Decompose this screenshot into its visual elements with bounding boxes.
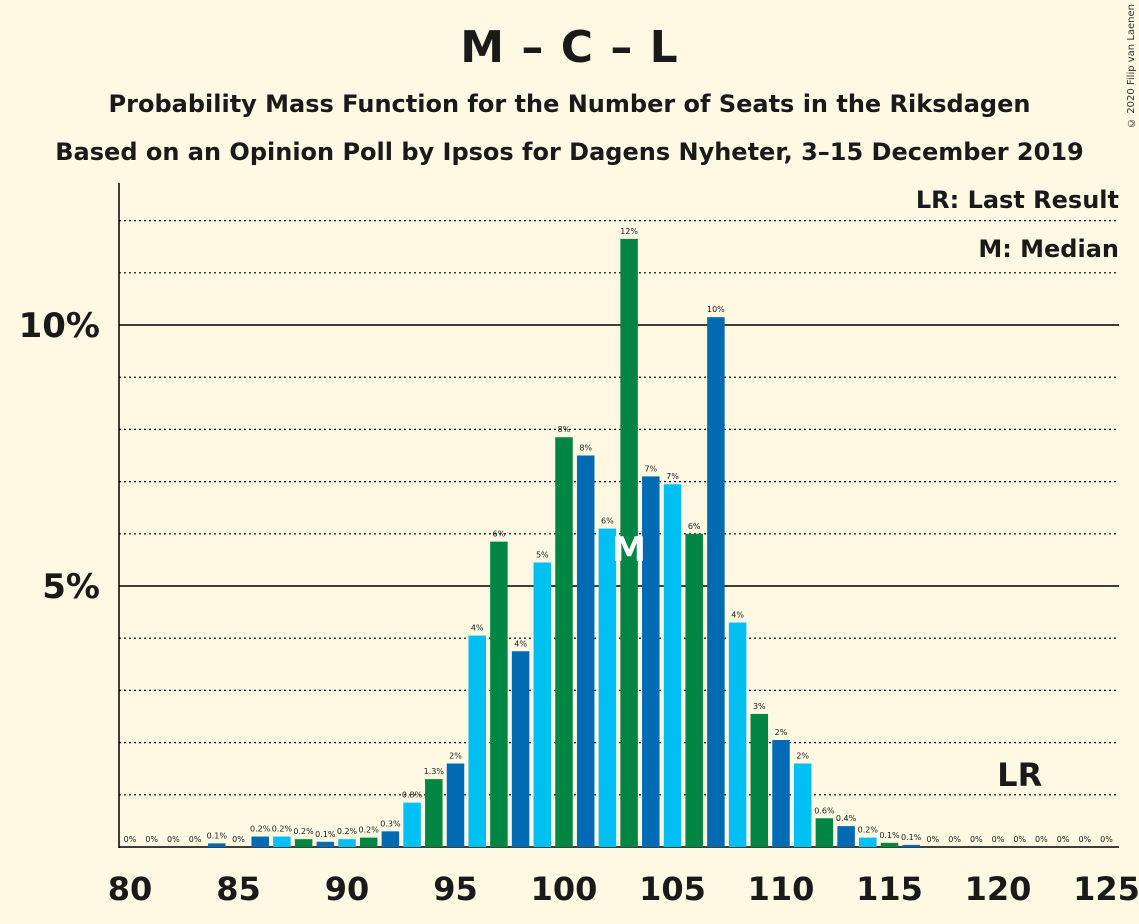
bar	[294, 839, 313, 847]
bar-value-label: 0%	[970, 835, 983, 844]
bar-value-label: 12%	[620, 227, 638, 236]
bar-value-label: 0.2%	[293, 827, 314, 836]
bar-value-label: 2%	[775, 728, 788, 737]
bar-value-label: 6%	[601, 517, 614, 526]
x-tick-label: 120	[965, 870, 1032, 908]
bar	[772, 739, 790, 847]
bar	[208, 843, 226, 847]
bar	[750, 713, 769, 847]
bar-value-label: 0.3%	[380, 819, 401, 828]
bar-value-label: 3%	[753, 702, 766, 711]
bar-value-label: 0%	[189, 835, 202, 844]
median-marker: M	[612, 530, 646, 570]
bar	[468, 635, 486, 847]
bar	[793, 763, 812, 847]
bar	[359, 837, 378, 847]
bar-value-label: 0%	[1013, 835, 1026, 844]
x-tick-label: 85	[216, 870, 261, 908]
bar-value-label: 4%	[514, 639, 527, 648]
bar	[555, 437, 573, 847]
bar	[425, 779, 443, 847]
bar-value-label: 0.2%	[858, 826, 879, 835]
bar	[859, 837, 877, 847]
bar-value-label: 6%	[688, 522, 701, 531]
bar	[511, 651, 530, 847]
x-tick-label: 100	[531, 870, 598, 908]
x-tick-label: 125	[1073, 870, 1139, 908]
bar-value-label: 0%	[992, 835, 1005, 844]
bar-value-label: 10%	[707, 305, 725, 314]
x-tick-label: 110	[748, 870, 815, 908]
bar	[902, 844, 920, 847]
bar-value-label: 0.6%	[814, 806, 835, 815]
bar	[685, 533, 703, 847]
y-tick-label: 5%	[42, 567, 100, 607]
chart-subtitle-source: Based on an Opinion Poll by Ipsos for Da…	[55, 138, 1084, 166]
bar	[880, 842, 899, 847]
bar-value-label: 0.2%	[250, 825, 271, 834]
bar	[403, 802, 421, 847]
bar	[642, 476, 660, 847]
bar	[728, 622, 747, 847]
bar-value-label: 0%	[1057, 835, 1070, 844]
bar-value-label: 1.3%	[424, 767, 445, 776]
x-tick-label: 115	[856, 870, 923, 908]
bar	[707, 317, 725, 847]
bar-value-label: 8%	[558, 425, 571, 434]
bar-value-label: 0.1%	[207, 831, 228, 840]
bar	[381, 831, 400, 847]
x-tick-label: 90	[325, 870, 370, 908]
last-result-marker: LR	[997, 756, 1042, 794]
bar-value-label: 0.1%	[901, 833, 922, 842]
x-tick-label: 95	[433, 870, 478, 908]
bar-value-label: 0.8%	[402, 791, 423, 800]
bar-value-label: 8%	[579, 444, 592, 453]
bar-value-label: 0.2%	[337, 827, 358, 836]
bar-value-label: 0.1%	[879, 831, 900, 840]
bar-value-label: 0%	[1078, 835, 1091, 844]
bar-value-label: 4%	[731, 611, 744, 620]
y-tick-label: 10%	[19, 306, 100, 346]
bar	[316, 841, 335, 847]
bar	[490, 541, 508, 847]
legend-last-result: LR: Last Result	[915, 186, 1119, 214]
bar-value-label: 0.2%	[359, 826, 380, 835]
legend-median: M: Median	[978, 235, 1119, 263]
x-tick-label: 80	[108, 870, 153, 908]
bar-value-label: 0%	[167, 835, 180, 844]
bar-value-label: 6%	[493, 530, 506, 539]
bar	[338, 839, 356, 847]
bar-value-label: 7%	[644, 464, 657, 473]
bar-value-label: 7%	[666, 472, 679, 481]
bar	[598, 528, 617, 847]
bar-value-label: 0.2%	[272, 825, 293, 834]
bar-value-label: 0%	[927, 835, 940, 844]
bar	[620, 238, 638, 847]
bar-value-label: 0.1%	[315, 830, 336, 839]
bar-value-label: 0%	[948, 835, 961, 844]
bar-value-label: 4%	[471, 624, 484, 633]
chart-subtitle: Probability Mass Function for the Number…	[108, 90, 1031, 118]
bar-value-label: 0%	[145, 835, 158, 844]
bar	[815, 818, 834, 847]
bar-value-label: 0%	[1035, 835, 1048, 844]
chart-title: M – C – L	[460, 22, 679, 73]
bar	[273, 836, 291, 847]
x-tick-label: 105	[639, 870, 706, 908]
bar	[251, 836, 269, 847]
bar-value-label: 2%	[796, 751, 809, 760]
bar	[663, 484, 682, 847]
bar-value-label: 5%	[536, 551, 549, 560]
bar	[576, 455, 595, 847]
bar-value-label: 2%	[449, 751, 462, 760]
bar-value-label: 0%	[124, 835, 137, 844]
bar	[837, 826, 855, 847]
bar	[533, 562, 552, 847]
bar-value-label: 0.4%	[836, 814, 857, 823]
bar	[446, 763, 465, 847]
bar-value-label: 0%	[1100, 835, 1113, 844]
bar-value-label: 0%	[232, 835, 245, 844]
